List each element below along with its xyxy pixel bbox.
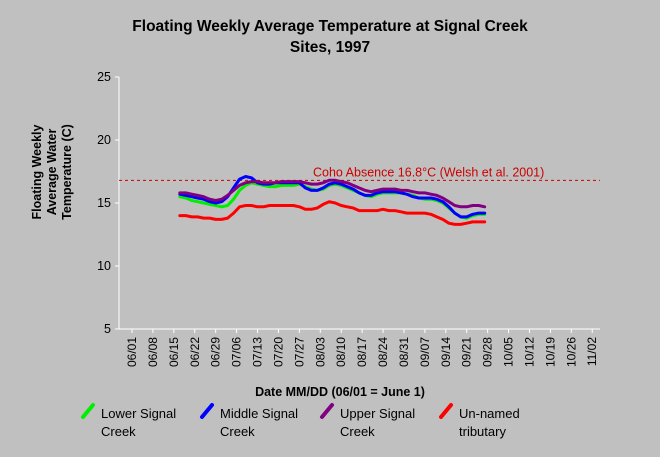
legend-swatch-middle (200, 403, 214, 419)
x-tick-label: 07/27 (292, 337, 306, 367)
series-line-2 (178, 178, 487, 209)
x-tick-label: 08/24 (376, 337, 390, 367)
legend-swatch-tributary (439, 403, 453, 419)
x-tick-label: 08/17 (355, 337, 369, 367)
x-tick-label: 10/12 (522, 337, 536, 367)
legend-label-tributary-line-1: Un-named (459, 406, 520, 421)
legend-item-lower-signal-creek: Lower Signal Creek (81, 403, 176, 439)
x-tick-label: 06/08 (146, 337, 160, 367)
y-axis-label-line-1: Floating Weekly (30, 124, 44, 219)
y-tick-label: 5 (104, 322, 111, 336)
chart-title-line-1: Floating Weekly Average Temperature at S… (132, 18, 528, 35)
x-axis-label: Date MM/DD (06/01 = June 1) (255, 385, 425, 399)
x-tick-label: 07/06 (230, 337, 244, 367)
legend-label-upper-line-1: Upper Signal (340, 406, 415, 421)
legend-label-middle-line-2: Creek (220, 424, 255, 439)
y-axis-label-line-2: Average Water (45, 129, 59, 216)
x-tick-label: 06/01 (125, 337, 139, 367)
chart-title-line-2: Sites, 1997 (290, 39, 370, 56)
legend-label-middle-line-1: Middle Signal (220, 406, 298, 421)
y-tick-label: 25 (97, 70, 111, 84)
legend-item-upper-signal-creek: Upper Signal Creek (320, 403, 415, 439)
series-lines (178, 175, 487, 226)
x-tick-label: 10/19 (543, 337, 557, 367)
x-tick-label: 07/13 (251, 337, 265, 367)
legend-swatch-upper (320, 403, 334, 419)
x-tick-label: 11/02 (585, 337, 599, 366)
x-tick-label: 08/31 (397, 337, 411, 367)
x-tick-label: 09/21 (460, 337, 474, 367)
x-tick-label: 06/15 (167, 337, 181, 367)
x-tick-label: 06/29 (209, 337, 223, 367)
x-tick-label: 08/10 (334, 337, 348, 367)
y-tick-label: 15 (97, 196, 111, 210)
series-line-3 (178, 200, 487, 226)
y-axis-label-line-3: Temperature (C) (60, 124, 74, 220)
x-tick-label: 09/28 (481, 337, 495, 367)
legend-label-lower-line-1: Lower Signal (101, 406, 176, 421)
legend-label-upper-line-2: Creek (340, 424, 375, 439)
coho-absence-reference-label: Coho Absence 16.8°C (Welsh et al. 2001) (313, 165, 544, 179)
x-tick-label: 07/20 (271, 337, 285, 367)
x-tick-label: 10/26 (564, 337, 578, 367)
legend-label-lower-line-2: Creek (101, 424, 136, 439)
legend-label-tributary-line-2: tributary (459, 424, 506, 439)
x-tick-label: 09/14 (439, 337, 453, 367)
legend-item-unnamed-tributary: Un-named tributary (439, 403, 520, 439)
x-ticks: 06/01 06/08 06/15 06/22 06/29 07/06 07/13 07/20… (125, 329, 599, 367)
y-axis-label: Floating Weekly Average Water Temperatur… (30, 124, 74, 220)
x-tick-label: 09/07 (418, 337, 432, 367)
y-tick-label: 20 (97, 133, 111, 147)
x-tick-label: 08/03 (313, 337, 327, 367)
legend-item-middle-signal-creek: Middle Signal Creek (200, 403, 298, 439)
x-tick-label: 10/05 (502, 337, 516, 367)
legend-swatch-lower (81, 403, 95, 419)
x-tick-label: 06/22 (188, 337, 202, 367)
y-ticks: 5 10 15 20 25 (97, 70, 119, 336)
legend: Lower Signal Creek Middle Signal Creek U… (81, 403, 520, 439)
y-tick-label: 10 (97, 259, 111, 273)
